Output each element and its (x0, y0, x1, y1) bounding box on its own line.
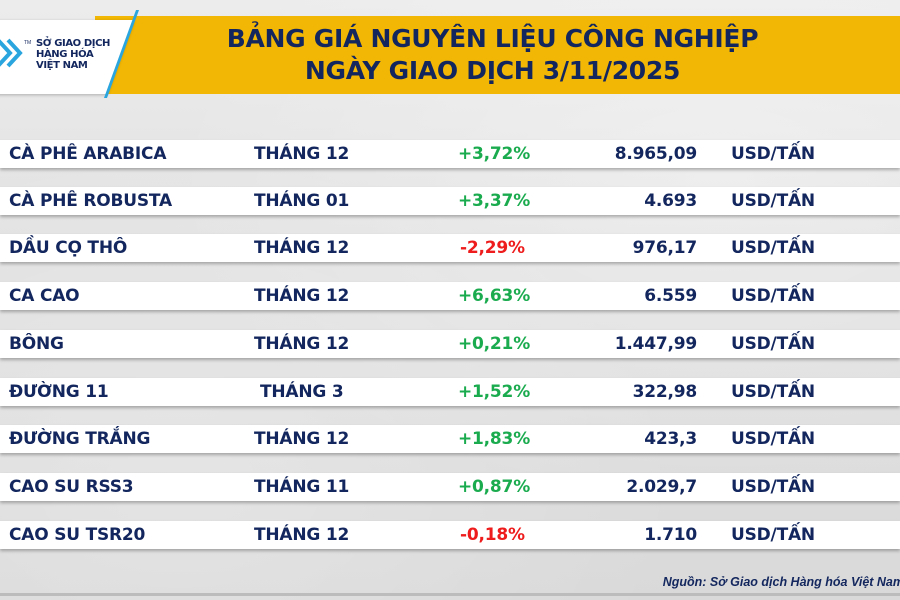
commodity-name: BÔNG (9, 334, 64, 354)
unit: USD/TẤN (731, 429, 815, 449)
chevron-arrows-icon (0, 38, 23, 68)
source-note: Nguồn: Sở Giao dịch Hàng hóa Việt Nam (662, 575, 900, 589)
unit: USD/TẤN (731, 477, 815, 497)
price: 423,3 (644, 429, 697, 449)
contract-month: THÁNG 12 (254, 286, 350, 306)
commodity-name: CÀ PHÊ ARABICA (9, 144, 167, 164)
logo-text: SỞ GIAO DỊCH HÀNG HÓA VIỆT NAM (36, 38, 110, 71)
contract-month: THÁNG 12 (254, 525, 350, 545)
title-banner (95, 16, 900, 94)
change-percent: +0,87% (458, 477, 531, 497)
commodity-name: ĐƯỜNG 11 (9, 382, 109, 402)
change-percent: +6,63% (458, 286, 531, 306)
contract-month: THÁNG 01 (254, 191, 350, 211)
commodity-name: CAO SU TSR20 (9, 525, 146, 545)
footer-divider (0, 593, 900, 596)
table-row: CÀ PHÊ ROBUSTA THÁNG 01 +3,37% 4.693 USD… (0, 187, 900, 215)
unit: USD/TẤN (731, 334, 815, 354)
unit: USD/TẤN (731, 238, 815, 258)
commodity-name: ĐƯỜNG TRẮNG (9, 429, 151, 449)
price: 976,17 (632, 238, 698, 258)
contract-month: THÁNG 3 (260, 382, 344, 402)
price: 4.693 (644, 191, 697, 211)
price: 322,98 (632, 382, 698, 402)
table-row: CAO SU TSR20 THÁNG 12 -0,18% 1.710 USD/T… (0, 521, 900, 549)
unit: USD/TẤN (731, 144, 815, 164)
change-percent: +0,21% (458, 334, 531, 354)
title-line-2: NGÀY GIAO DỊCH 3/11/2025 (304, 56, 681, 85)
price: 1.710 (644, 525, 697, 545)
contract-month: THÁNG 12 (254, 144, 350, 164)
price: 1.447,99 (614, 334, 697, 354)
change-percent: -2,29% (460, 238, 525, 258)
contract-month: THÁNG 12 (254, 429, 350, 449)
change-percent: +1,83% (458, 429, 531, 449)
logo-line-3: VIỆT NAM (36, 60, 88, 71)
contract-month: THÁNG 12 (254, 238, 350, 258)
trademark-mark: TM (24, 40, 32, 46)
change-percent: +3,72% (458, 144, 531, 164)
price: 2.029,7 (626, 477, 697, 497)
logo-line-2: HÀNG HÓA (36, 49, 94, 60)
table-row: ĐƯỜNG 11 THÁNG 3 +1,52% 322,98 USD/TẤN (0, 378, 900, 406)
table-row: DẦU CỌ THÔ THÁNG 12 -2,29% 976,17 USD/TẤ… (0, 234, 900, 262)
unit: USD/TẤN (731, 525, 815, 545)
commodity-name: CÀ PHÊ ROBUSTA (9, 191, 172, 211)
change-percent: -0,18% (460, 525, 525, 545)
contract-month: THÁNG 11 (254, 477, 350, 497)
unit: USD/TẤN (731, 286, 815, 306)
commodity-name: DẦU CỌ THÔ (9, 238, 128, 258)
table-row: BÔNG THÁNG 12 +0,21% 1.447,99 USD/TẤN (0, 330, 900, 358)
table-row: ĐƯỜNG TRẮNG THÁNG 12 +1,83% 423,3 USD/TẤ… (0, 425, 900, 453)
table-row: CAO SU RSS3 THÁNG 11 +0,87% 2.029,7 USD/… (0, 473, 900, 501)
commodity-name: CAO SU RSS3 (9, 477, 134, 497)
table-row: CA CAO THÁNG 12 +6,63% 6.559 USD/TẤN (0, 282, 900, 310)
title-line-1: BẢNG GIÁ NGUYÊN LIỆU CÔNG NGHIỆP (226, 24, 759, 53)
logo-line-1: SỞ GIAO DỊCH (36, 38, 110, 49)
unit: USD/TẤN (731, 382, 815, 402)
change-percent: +3,37% (458, 191, 531, 211)
contract-month: THÁNG 12 (254, 334, 350, 354)
page-title: BẢNG GIÁ NGUYÊN LIỆU CÔNG NGHIỆP NGÀY GI… (95, 16, 890, 94)
change-percent: +1,52% (458, 382, 531, 402)
commodity-name: CA CAO (9, 286, 80, 306)
price: 8.965,09 (614, 144, 697, 164)
table-row: CÀ PHÊ ARABICA THÁNG 12 +3,72% 8.965,09 … (0, 140, 900, 168)
unit: USD/TẤN (731, 191, 815, 211)
price: 6.559 (644, 286, 697, 306)
